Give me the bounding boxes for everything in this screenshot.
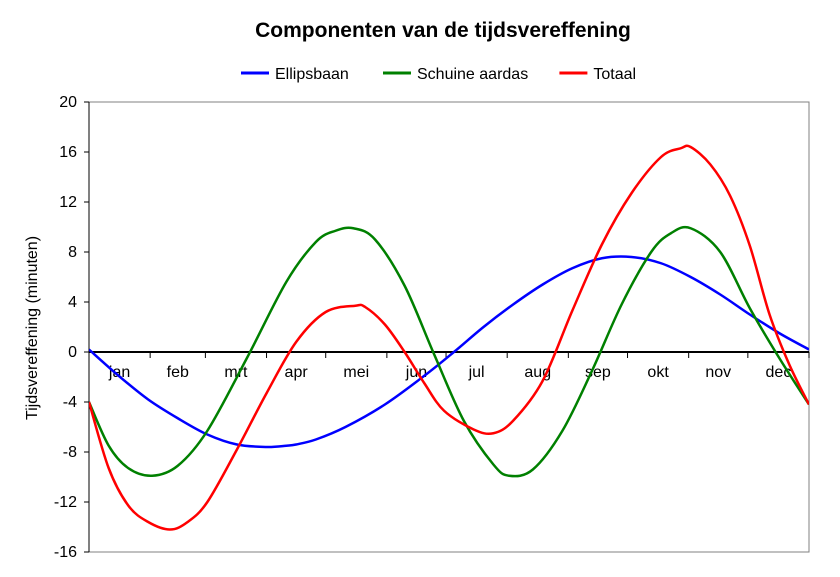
y-tick-label: -12	[54, 494, 77, 511]
plot-area	[88, 101, 810, 553]
legend-label-ellipsbaan: Ellipsbaan	[275, 66, 349, 83]
legend: Ellipsbaan Schuine aardas Totaal	[241, 66, 636, 83]
y-tick-label: -4	[63, 394, 77, 411]
series-lines	[89, 144, 809, 531]
chart-title: Componenten van de tijdsvereffening	[255, 19, 631, 42]
y-tick-label: 4	[68, 294, 77, 311]
y-tick-label: -8	[63, 444, 77, 461]
series-line-totaal	[89, 144, 809, 531]
y-tick-label: 0	[68, 344, 77, 361]
x-tick-label-nov: nov	[705, 364, 731, 381]
x-tick-label-feb: feb	[167, 364, 189, 381]
x-tick-label-apr: apr	[285, 364, 309, 381]
y-tick-label: 8	[68, 244, 77, 261]
plot-border	[88, 101, 810, 553]
series-line-ellipsbaan	[89, 255, 809, 449]
x-tick-label-jul: jul	[468, 364, 485, 381]
y-axis-label: Tijdsvereffening (minuten)	[24, 236, 41, 420]
legend-label-totaal: Totaal	[593, 66, 636, 83]
y-tick-label: 20	[59, 94, 77, 111]
x-tick-label-jun: jun	[405, 364, 427, 381]
series-line-schuine-aardas	[89, 225, 809, 478]
y-tick-label: 12	[59, 194, 77, 211]
x-tick-label-mei: mei	[343, 364, 369, 381]
x-tick-label-okt: okt	[647, 364, 669, 381]
legend-label-schuine-aardas: Schuine aardas	[417, 66, 528, 83]
y-tick-label: 16	[59, 144, 77, 161]
x-tick-label-jan: jan	[108, 364, 130, 381]
x-tick-label-sep: sep	[585, 364, 611, 381]
y-tick-label: -16	[54, 544, 77, 561]
